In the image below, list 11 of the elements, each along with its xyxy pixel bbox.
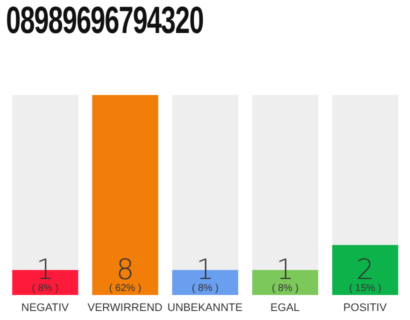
x-tick-label: POSITIV xyxy=(343,302,388,314)
x-tick-label: EGAL xyxy=(270,302,300,314)
annotation: ( 8% ) xyxy=(272,283,299,294)
annotation: ( 8% ) xyxy=(192,283,219,294)
annotation: ( 15% ) xyxy=(349,283,382,294)
x-tick-label: VERWIRREND xyxy=(88,302,163,314)
x-tick-label: NEGATIV xyxy=(21,302,70,314)
annotation: ( 62% ) xyxy=(109,283,142,294)
annotation: ( 8% ) xyxy=(32,283,59,294)
x-tick-label: UNBEKANNTE xyxy=(167,302,243,314)
chart-title: 08989696794320 xyxy=(6,0,204,43)
